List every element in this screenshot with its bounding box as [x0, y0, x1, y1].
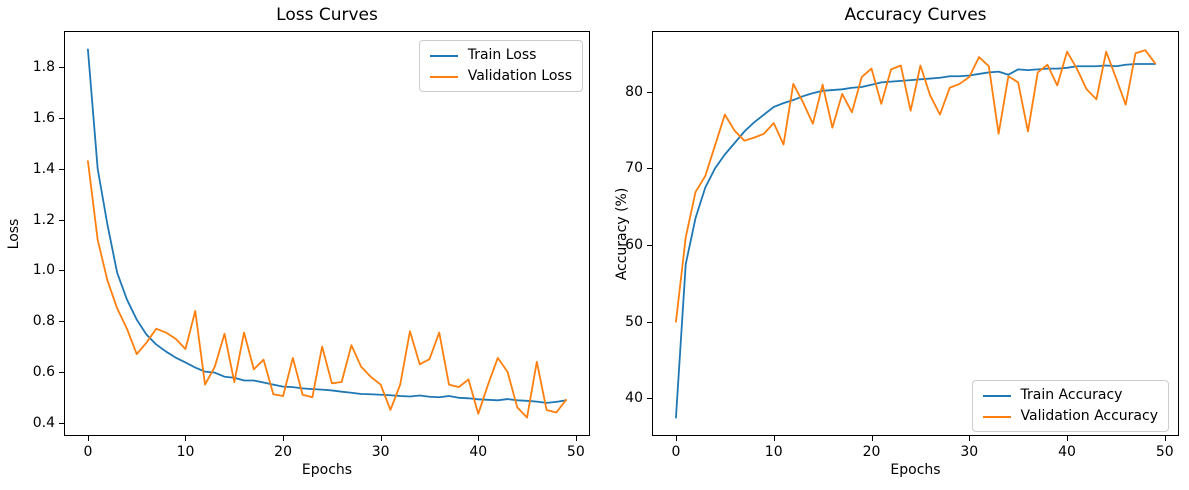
y-axis-label: Loss — [6, 218, 22, 249]
y-tick-label: 0.6 — [32, 363, 55, 380]
x-tick-label: 40 — [469, 444, 488, 460]
legend-item: Train Accuracy — [982, 387, 1159, 404]
legend-line-swatch — [429, 54, 458, 57]
y-tick-label: 1.8 — [32, 59, 55, 76]
y-tick-label: 70 — [625, 160, 643, 177]
y-tick-label: 1.6 — [32, 109, 55, 126]
x-tick-label: 50 — [566, 444, 585, 460]
x-axis-label: Epochs — [890, 462, 941, 478]
y-tick-label: 50 — [625, 313, 643, 330]
y-tick-label: 60 — [625, 237, 643, 253]
legend-label: Train Accuracy — [1020, 387, 1123, 403]
legend: Train Accuracy Validation Accuracy — [971, 380, 1169, 432]
validation-loss-line — [87, 160, 567, 419]
y-tick-label: 80 — [625, 83, 643, 100]
accuracy-chart: Accuracy Curves Accuracy (%) Epochs Trai… — [614, 5, 1179, 478]
x-tick-label: 30 — [371, 444, 390, 460]
y-tick-label: 40 — [625, 390, 643, 407]
y-tick-label: 1.0 — [32, 262, 55, 279]
x-tick-label: 20 — [862, 444, 881, 460]
y-tick-label: 1.2 — [32, 211, 55, 228]
legend-label: Train Loss — [467, 47, 537, 63]
x-tick-label: 30 — [960, 444, 979, 460]
chart-title: Loss Curves — [276, 5, 378, 25]
x-tick-label: 40 — [1058, 444, 1076, 460]
x-tick-label: 0 — [671, 444, 681, 460]
legend-line-swatch — [429, 75, 458, 78]
plot-area — [647, 31, 1179, 441]
y-tick-label: 0.4 — [32, 414, 55, 431]
y-tick-label: 0.8 — [32, 313, 55, 330]
plot-area — [59, 31, 590, 441]
legend-label: Validation Loss — [467, 68, 572, 84]
y-tick-label: 1.4 — [32, 160, 55, 177]
validation-accuracy-line — [675, 49, 1156, 323]
legend-label: Validation Accuracy — [1020, 408, 1159, 424]
x-tick-label: 0 — [83, 444, 93, 460]
legend-line-swatch — [982, 415, 1011, 418]
legend-item: Train Loss — [429, 47, 572, 64]
legend-item: Validation Accuracy — [982, 408, 1159, 425]
x-tick-label: 10 — [176, 444, 195, 460]
legend: Train Loss Validation Loss — [418, 40, 583, 92]
axes-spines — [64, 31, 590, 436]
train-loss-line — [87, 48, 567, 404]
y-axis-label: Accuracy (%) — [614, 187, 630, 280]
x-tick-label: 10 — [764, 444, 783, 460]
train-accuracy-line — [675, 63, 1156, 419]
x-tick-label: 20 — [274, 444, 292, 460]
loss-chart: Loss Curves Loss Epochs Train Loss Valida… — [6, 5, 590, 478]
chart-title: Accuracy Curves — [844, 5, 987, 25]
axes-spines — [652, 31, 1179, 436]
x-axis-label: Epochs — [301, 462, 353, 478]
legend-line-swatch — [982, 394, 1011, 397]
legend-item: Validation Loss — [429, 68, 572, 85]
x-tick-label: 50 — [1155, 444, 1174, 460]
